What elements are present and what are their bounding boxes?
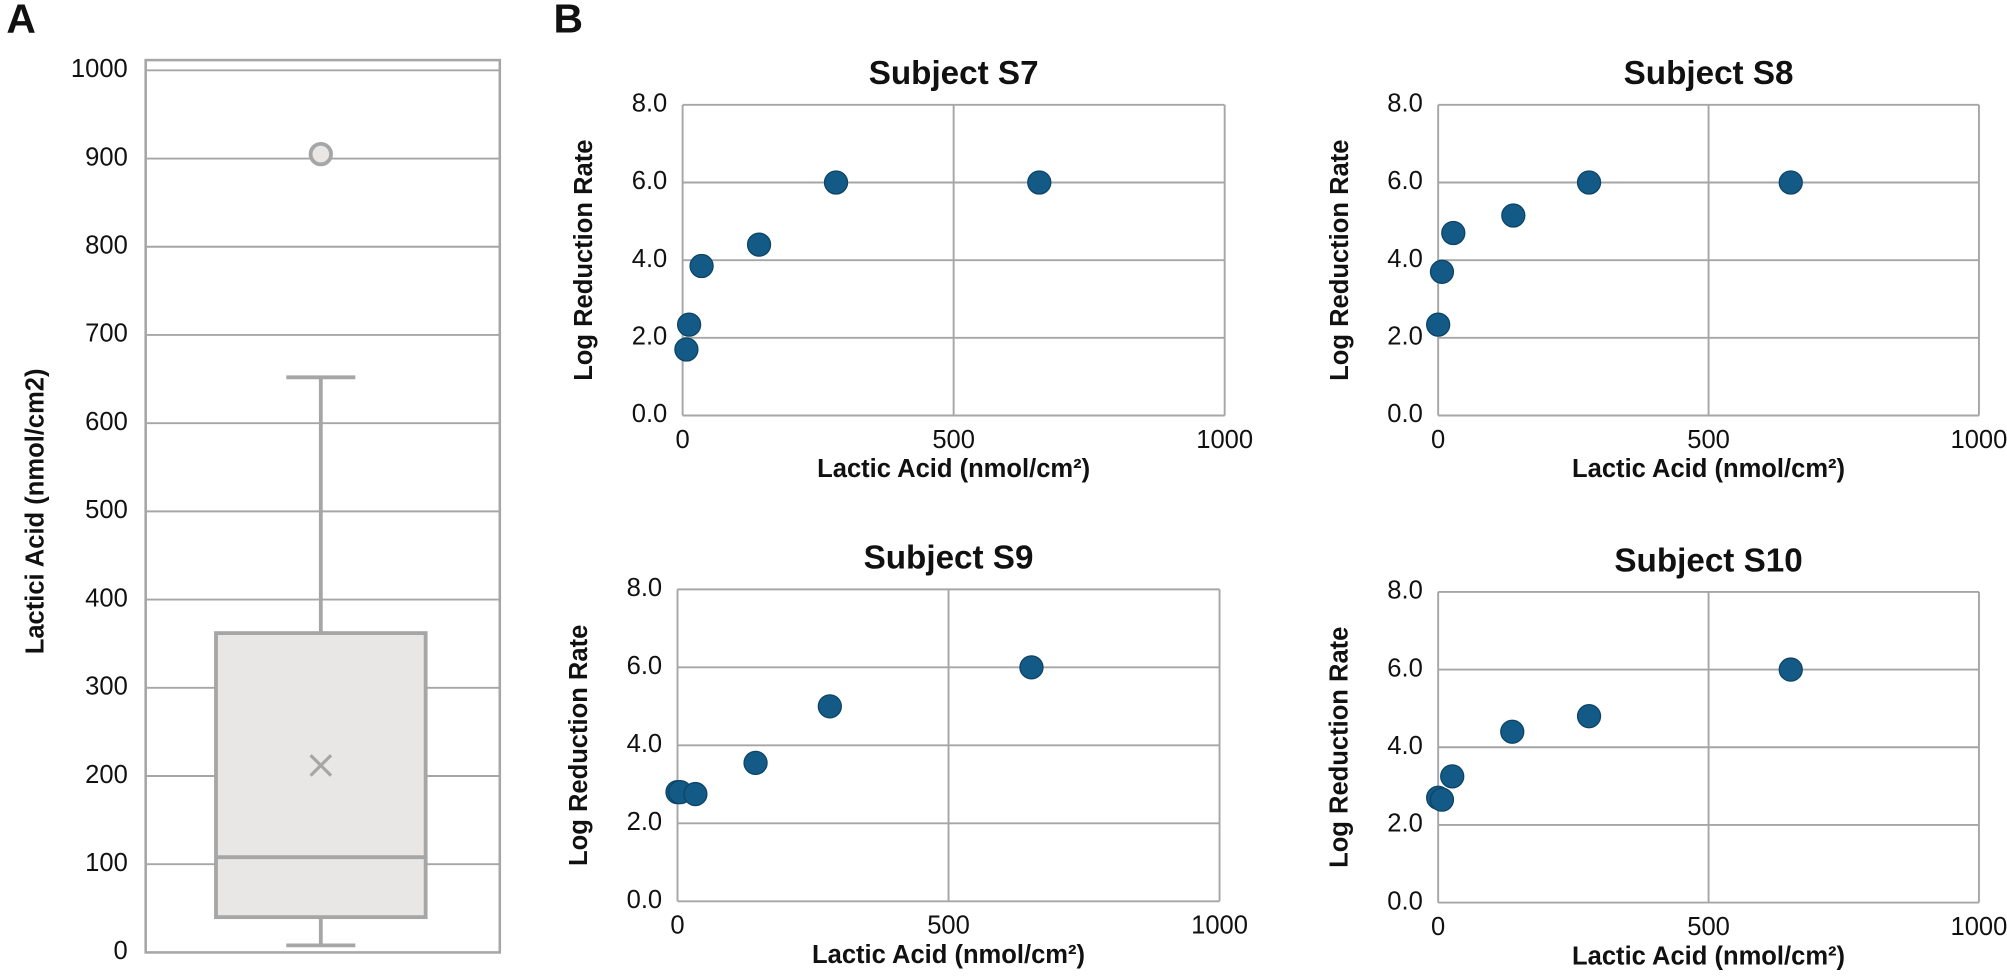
x-tick-label: 1000 — [1951, 913, 2007, 941]
y-tick-label: 0.0 — [632, 400, 668, 428]
y-axis-label: Log Reduction Rate — [565, 625, 593, 866]
point — [1441, 220, 1466, 246]
y-tick-label: 4.0 — [632, 245, 668, 273]
point — [1440, 764, 1465, 789]
y-tick-label: 6.0 — [1387, 654, 1423, 682]
chart-title: Subject S9 — [864, 540, 1034, 577]
y-tick-label: 0.0 — [1387, 400, 1423, 428]
x-tick-label: 500 — [927, 912, 970, 940]
y-tick-label: 4.0 — [1387, 245, 1423, 273]
point — [746, 232, 772, 257]
y-tick-label: 2.0 — [1387, 323, 1423, 351]
y-axis-label: Lactici Acid (nmol/cm2) — [22, 368, 50, 654]
x-tick-label: 1000 — [1951, 426, 2007, 454]
point — [1576, 704, 1602, 729]
point — [1778, 657, 1803, 682]
y-tick-label: 2.0 — [627, 808, 663, 836]
outlier — [308, 141, 333, 167]
y-tick-label: 900 — [85, 143, 128, 171]
x-tick-label: 0 — [676, 426, 690, 454]
y-axis-label: Log Reduction Rate — [1326, 627, 1354, 868]
point — [1019, 655, 1044, 680]
x-axis-label: Lactic Acid (nmol/cm²) — [1572, 455, 1845, 483]
y-tick-label: 0.0 — [627, 886, 663, 914]
point — [817, 694, 842, 719]
x-tick-label: 1000 — [1196, 426, 1253, 454]
point — [676, 312, 702, 337]
chart-title: Subject S7 — [869, 55, 1039, 92]
box — [214, 631, 428, 920]
y-tick-label: 8.0 — [1387, 577, 1423, 605]
panel-label: A — [6, 0, 36, 42]
y-tick-label: 6.0 — [1387, 167, 1423, 195]
y-tick-label: 0.0 — [1387, 887, 1423, 915]
mean-marker — [309, 754, 333, 777]
y-tick-label: 100 — [85, 849, 128, 877]
x-tick-label: 0 — [670, 912, 684, 940]
y-tick-label: 600 — [85, 408, 128, 436]
point — [1500, 719, 1525, 744]
y-axis-label: Log Reduction Rate — [570, 140, 598, 381]
y-tick-label: 500 — [85, 496, 128, 524]
point — [1778, 170, 1803, 195]
y-tick-label: 6.0 — [627, 652, 663, 680]
y-tick-label: 800 — [85, 231, 128, 259]
point — [674, 337, 699, 362]
y-tick-label: 200 — [85, 761, 128, 789]
x-axis-label: Lactic Acid (nmol/cm²) — [1572, 942, 1845, 970]
point — [823, 170, 849, 195]
point — [1426, 312, 1451, 337]
point — [683, 781, 708, 807]
y-tick-label: 400 — [85, 584, 128, 612]
y-tick-label: 4.0 — [1387, 732, 1423, 760]
y-tick-label: 2.0 — [1387, 810, 1423, 838]
y-tick-label: 700 — [85, 320, 128, 348]
x-tick-label: 500 — [1687, 913, 1730, 941]
x-tick-label: 500 — [932, 426, 975, 454]
x-tick-label: 0 — [1431, 913, 1445, 941]
chart-title: Subject S10 — [1614, 542, 1802, 579]
y-tick-label: 8.0 — [632, 90, 668, 118]
point — [1429, 259, 1455, 284]
x-tick-label: 500 — [1687, 426, 1730, 454]
chart-title: Subject S8 — [1624, 55, 1794, 92]
x-tick-label: 0 — [1431, 426, 1445, 454]
y-tick-label: 4.0 — [627, 730, 663, 758]
y-tick-label: 0 — [114, 937, 128, 965]
y-axis-label: Log Reduction Rate — [1326, 140, 1354, 381]
point — [1027, 170, 1052, 195]
y-tick-label: 8.0 — [627, 574, 663, 602]
y-tick-label: 6.0 — [632, 167, 668, 195]
point — [1429, 787, 1455, 812]
point — [689, 253, 714, 279]
point — [1576, 170, 1602, 195]
y-tick-label: 300 — [85, 673, 128, 701]
y-tick-label: 8.0 — [1387, 90, 1423, 118]
y-tick-label: 2.0 — [632, 323, 668, 351]
panel-label: B — [553, 0, 583, 42]
x-axis-label: Lactic Acid (nmol/cm²) — [812, 941, 1085, 969]
y-tick-label: 1000 — [71, 55, 128, 83]
x-axis-label: Lactic Acid (nmol/cm²) — [817, 455, 1090, 483]
point — [743, 750, 768, 776]
x-tick-label: 1000 — [1191, 912, 1248, 940]
point — [1501, 203, 1526, 228]
